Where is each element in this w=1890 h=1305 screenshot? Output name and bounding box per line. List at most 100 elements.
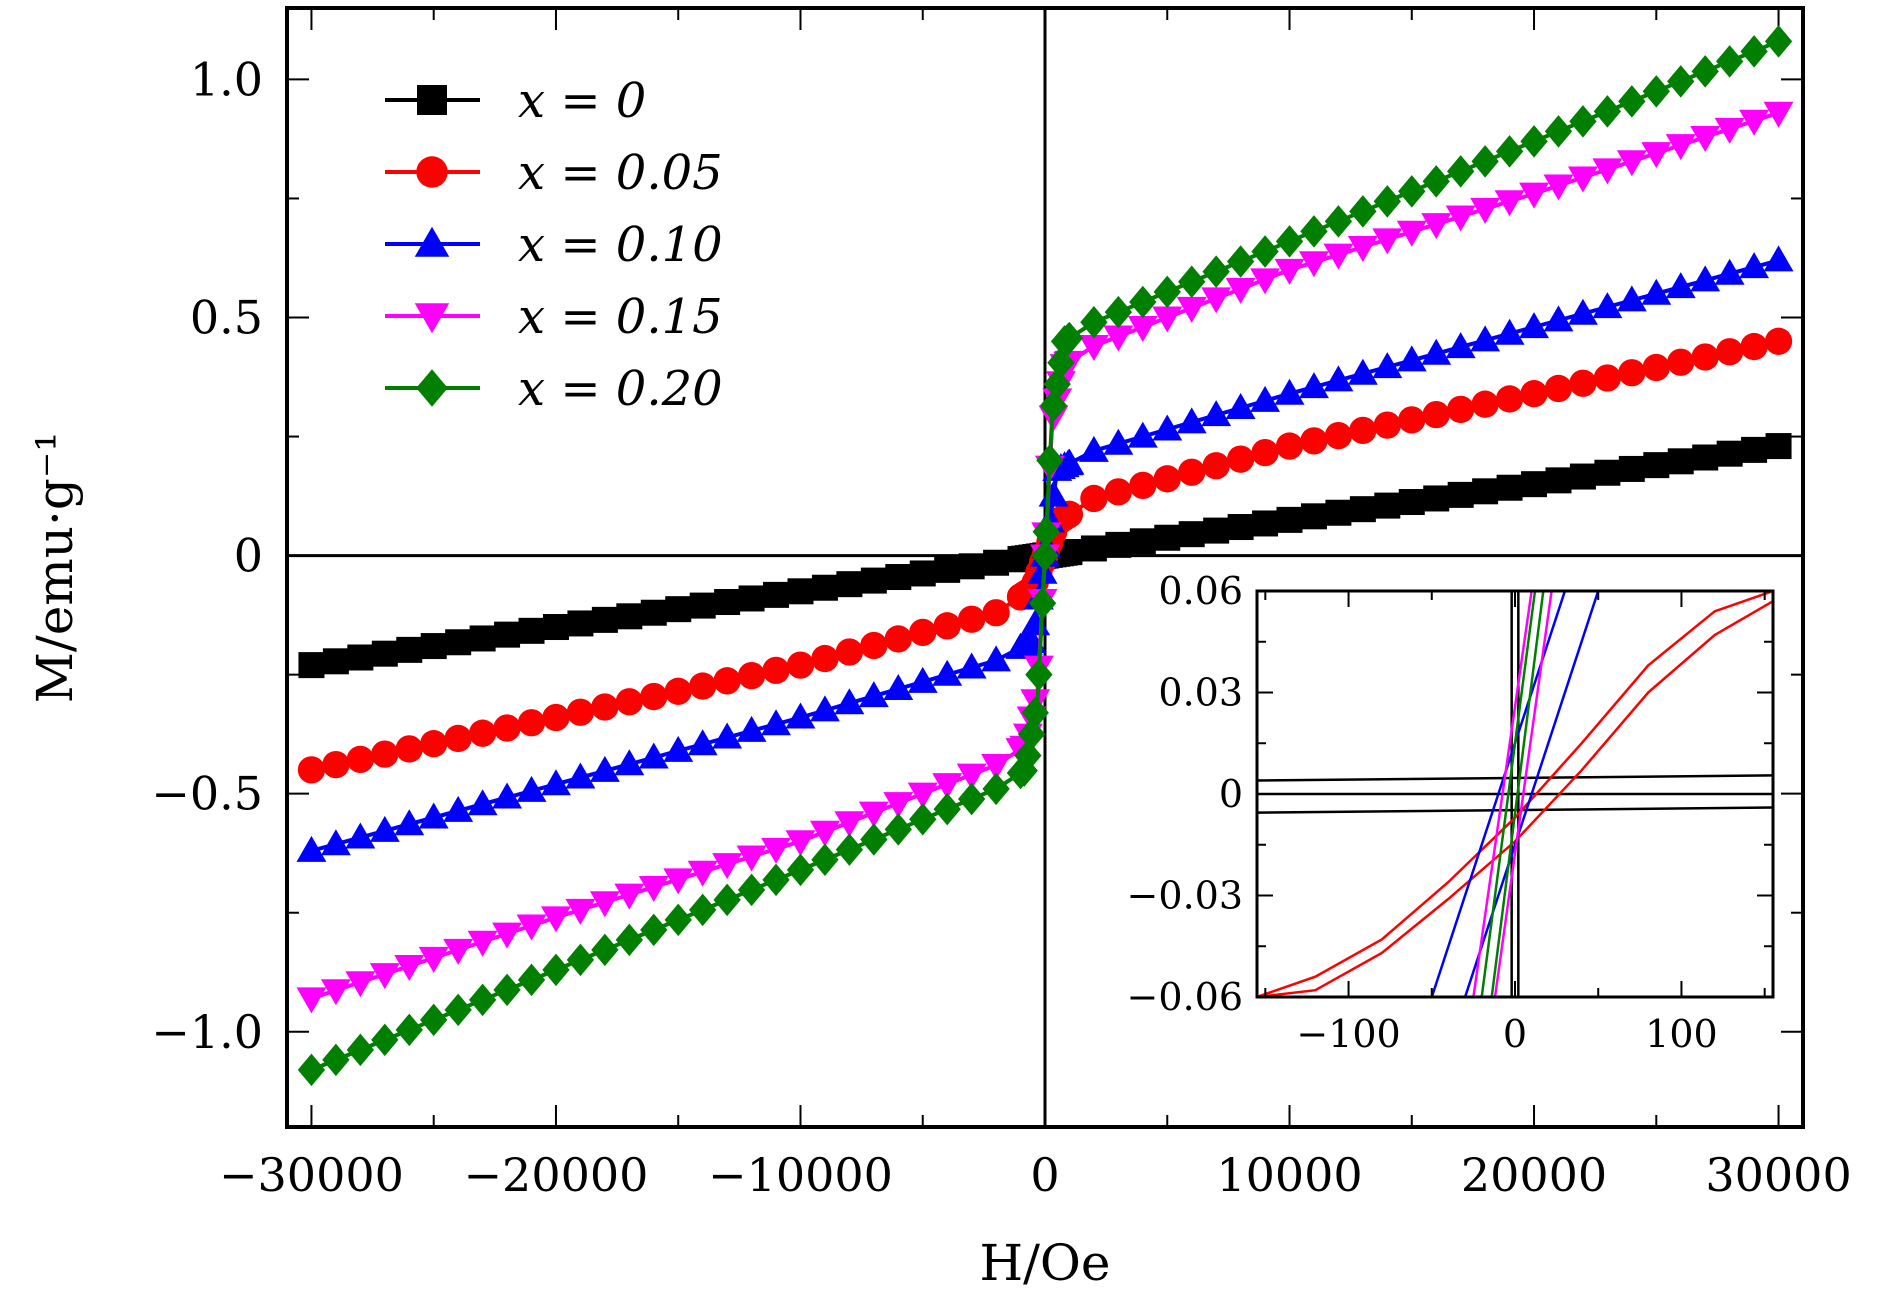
- data-point: [1740, 332, 1768, 361]
- data-point: [736, 845, 767, 872]
- data-point: [1495, 135, 1524, 168]
- x-tick-label: −30000: [219, 1148, 404, 1202]
- data-point: [1643, 452, 1670, 479]
- legend-marker: [414, 303, 450, 334]
- data-point: [467, 789, 498, 816]
- data-point: [1692, 444, 1719, 471]
- data-point: [1276, 506, 1303, 533]
- data-point: [1641, 142, 1672, 169]
- data-point: [1203, 517, 1230, 544]
- data-point: [1667, 65, 1695, 98]
- data-point: [1324, 205, 1353, 238]
- data-point: [541, 906, 571, 933]
- data-point: [1665, 134, 1696, 161]
- data-point: [1300, 427, 1328, 455]
- legend-marker: [414, 226, 450, 257]
- data-point: [1202, 452, 1230, 480]
- y-axis-ticks: −1.0 −0.5 0 0.5 1.0: [151, 52, 1803, 1059]
- data-point: [1225, 393, 1256, 420]
- data-point: [1154, 524, 1181, 551]
- data-point: [1053, 449, 1084, 476]
- data-point: [1152, 414, 1183, 441]
- data-point: [1765, 433, 1792, 460]
- data-point: [883, 792, 914, 819]
- data-point: [589, 755, 620, 782]
- data-point: [1422, 400, 1450, 429]
- data-point: [369, 963, 400, 990]
- data-point: [1470, 325, 1501, 352]
- data-point: [1127, 421, 1158, 448]
- data-point: [1078, 335, 1109, 362]
- data-point: [1374, 492, 1401, 519]
- data-point: [689, 672, 717, 700]
- data-point: [1715, 338, 1744, 366]
- data-point: [811, 644, 839, 673]
- y-axis-title: M/emu·g⁻¹: [26, 432, 84, 704]
- data-point: [320, 829, 351, 856]
- data-point: [345, 822, 376, 849]
- data-point: [1519, 182, 1549, 209]
- data-point: [1691, 55, 1719, 88]
- data-point: [1299, 372, 1329, 399]
- data-point: [860, 567, 887, 594]
- data-point: [1665, 272, 1696, 299]
- data-point: [615, 923, 643, 957]
- data-point: [518, 617, 545, 644]
- data-point: [1031, 539, 1059, 572]
- data-point: [444, 993, 472, 1027]
- plot-frame: [285, 6, 1805, 1129]
- data-point: [1396, 345, 1427, 372]
- data-point: [347, 644, 374, 671]
- data-point: [395, 735, 423, 763]
- data-point: [1398, 489, 1425, 516]
- data-point: [542, 953, 570, 987]
- data-point: [1103, 428, 1134, 455]
- data-point: [296, 835, 327, 862]
- legend-marker: [416, 156, 448, 188]
- data-point: [1176, 407, 1207, 434]
- data-point: [958, 553, 985, 580]
- data-point: [687, 860, 718, 887]
- data-point: [1398, 406, 1426, 434]
- data-point: [1349, 416, 1377, 445]
- main-plot-area: −30000 −20000 −10000 0 10000 20000 30000−1.0−0…: [151, 6, 1852, 1202]
- data-point: [445, 629, 472, 656]
- data-point: [1447, 155, 1475, 188]
- data-point: [883, 673, 914, 700]
- inset-series-line: [1493, 591, 1553, 997]
- data-point: [1275, 432, 1304, 460]
- data-point: [932, 659, 963, 686]
- data-point: [1039, 389, 1068, 422]
- data-point: [1080, 484, 1108, 513]
- data-point: [517, 963, 546, 997]
- x-axis-ticks: −30000 −20000 −10000 0 10000 20000 30000: [219, 8, 1852, 1202]
- data-point: [1202, 255, 1230, 288]
- data-point: [1592, 292, 1623, 319]
- inset-ticks: −100 0 100 −0.06 −0.03 0 0.03 0.06: [1127, 569, 1773, 1056]
- data-point: [1715, 45, 1744, 78]
- data-point: [1226, 245, 1255, 278]
- legend-label: x = 0.10: [518, 217, 723, 273]
- data-point: [663, 735, 694, 762]
- data-point: [1201, 400, 1232, 427]
- data-point: [785, 830, 816, 857]
- data-point: [1569, 105, 1597, 138]
- legend-marker: [417, 85, 447, 115]
- data-point: [1471, 390, 1499, 418]
- data-point: [614, 883, 645, 910]
- data-point: [982, 599, 1010, 627]
- data-point: [396, 636, 423, 663]
- data-point: [1103, 325, 1134, 352]
- data-point: [1472, 478, 1499, 505]
- data-point: [1470, 197, 1501, 224]
- data-point: [1078, 435, 1109, 462]
- data-point: [1080, 306, 1108, 339]
- data-point: [1423, 485, 1450, 512]
- series-group: [296, 25, 1794, 1087]
- data-point: [1178, 265, 1206, 299]
- data-point: [1421, 338, 1452, 365]
- data-point: [1544, 374, 1573, 403]
- inset-series-line: [1490, 591, 1545, 997]
- data-point: [834, 811, 865, 838]
- data-point: [981, 645, 1012, 672]
